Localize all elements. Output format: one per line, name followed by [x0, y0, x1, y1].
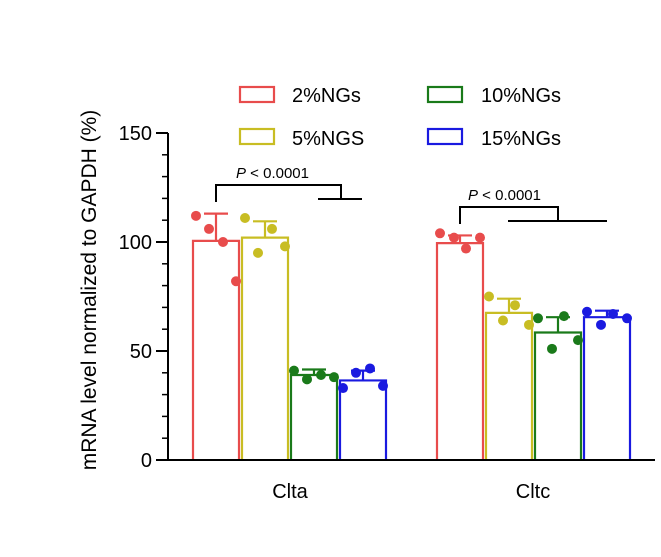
data-point-clta-15pctngs-3 — [365, 363, 375, 374]
data-point-cltc-10pctngs-1 — [533, 313, 543, 324]
legend-label-2pctngs: 2%NGs — [292, 85, 361, 107]
y-tick-label-100: 100 — [119, 232, 152, 254]
data-points-layer — [191, 210, 632, 394]
data-point-cltc-15pctngs-1 — [582, 306, 592, 317]
data-point-clta-5pctngs-1 — [240, 213, 250, 224]
legend-swatch-5pctngs — [238, 127, 276, 146]
p-symbol: P — [236, 165, 246, 182]
axes-layer: 0 50 100 150 Clta Cltc mRNA level normalized t… — [78, 110, 655, 503]
x-tick-label-clta: Clta — [272, 481, 308, 503]
data-point-clta-5pctngs-3 — [267, 223, 277, 234]
data-point-cltc-5pctngs-1 — [484, 291, 494, 302]
data-point-clta-10pctngs-4 — [329, 372, 339, 383]
bar-cltc-10pctngs — [533, 331, 583, 460]
p-value: < 0.0001 — [478, 187, 541, 204]
bar-cltc-5pctngs — [484, 311, 534, 460]
data-point-cltc-15pctngs-2 — [596, 319, 606, 330]
y-tick-label-50: 50 — [130, 341, 152, 363]
data-point-cltc-10pctngs-3 — [559, 311, 569, 322]
significance-bracket-clta — [215, 184, 342, 202]
significance-label-cltc: P < 0.0001 — [468, 187, 541, 204]
legend-label-10pctngs: 10%NGs — [481, 85, 561, 107]
x-tick-label-cltc: Cltc — [516, 481, 550, 503]
bar-clta-5pctngs — [240, 236, 290, 460]
data-point-clta-10pctngs-2 — [302, 374, 312, 385]
data-point-clta-5pctngs-4 — [280, 241, 290, 252]
data-point-clta-10pctngs-3 — [316, 369, 326, 380]
legend-swatch-2pctngs — [238, 85, 276, 104]
y-tick-label-150: 150 — [119, 123, 152, 145]
data-point-clta-2pctngs-1 — [191, 210, 201, 221]
p-symbol: P — [468, 187, 478, 204]
significance-bracket-cltc — [459, 206, 559, 224]
data-point-clta-2pctngs-2 — [204, 223, 214, 234]
data-point-cltc-5pctngs-3 — [510, 300, 520, 311]
data-point-clta-5pctngs-2 — [253, 247, 263, 258]
legend-swatch-15pctngs — [426, 127, 464, 146]
data-point-cltc-10pctngs-4 — [573, 335, 583, 346]
legend-swatch-10pctngs — [426, 85, 464, 104]
bar-clta-15pctngs — [338, 379, 388, 460]
y-tick-label-0: 0 — [141, 450, 152, 472]
data-point-clta-15pctngs-4 — [378, 380, 388, 391]
data-point-cltc-2pctngs-3 — [461, 243, 471, 254]
bar-cltc-2pctngs — [435, 241, 485, 460]
significance-label-clta: P < 0.0001 — [236, 165, 309, 182]
bar-clta-2pctngs — [191, 239, 241, 460]
legend-label-5pctngs: 5%NGS — [292, 128, 364, 150]
data-point-clta-10pctngs-1 — [289, 365, 299, 376]
data-point-clta-2pctngs-3 — [218, 237, 228, 247]
bar-clta-10pctngs — [289, 373, 339, 460]
data-point-cltc-2pctngs-4 — [475, 232, 485, 243]
data-point-cltc-2pctngs-2 — [449, 232, 459, 243]
data-point-cltc-15pctngs-3 — [608, 308, 618, 319]
data-point-cltc-2pctngs-1 — [435, 228, 445, 239]
legend-label-15pctngs: 15%NGs — [481, 128, 561, 150]
data-point-cltc-15pctngs-4 — [622, 313, 632, 324]
data-point-clta-15pctngs-2 — [351, 367, 361, 378]
bars-layer — [191, 236, 632, 460]
legend: 2%NGs 10%NGs 5%NGS 15%NGs — [238, 85, 561, 150]
y-axis-title: mRNA level normalized to GAPDH (%) — [78, 110, 101, 471]
data-point-clta-15pctngs-1 — [338, 383, 348, 394]
data-point-cltc-5pctngs-2 — [498, 315, 508, 326]
data-point-clta-2pctngs-4 — [231, 276, 241, 287]
p-value: < 0.0001 — [246, 165, 309, 182]
data-point-cltc-5pctngs-4 — [524, 319, 534, 330]
bar-cltc-15pctngs — [582, 316, 632, 460]
data-point-cltc-10pctngs-2 — [547, 343, 557, 354]
